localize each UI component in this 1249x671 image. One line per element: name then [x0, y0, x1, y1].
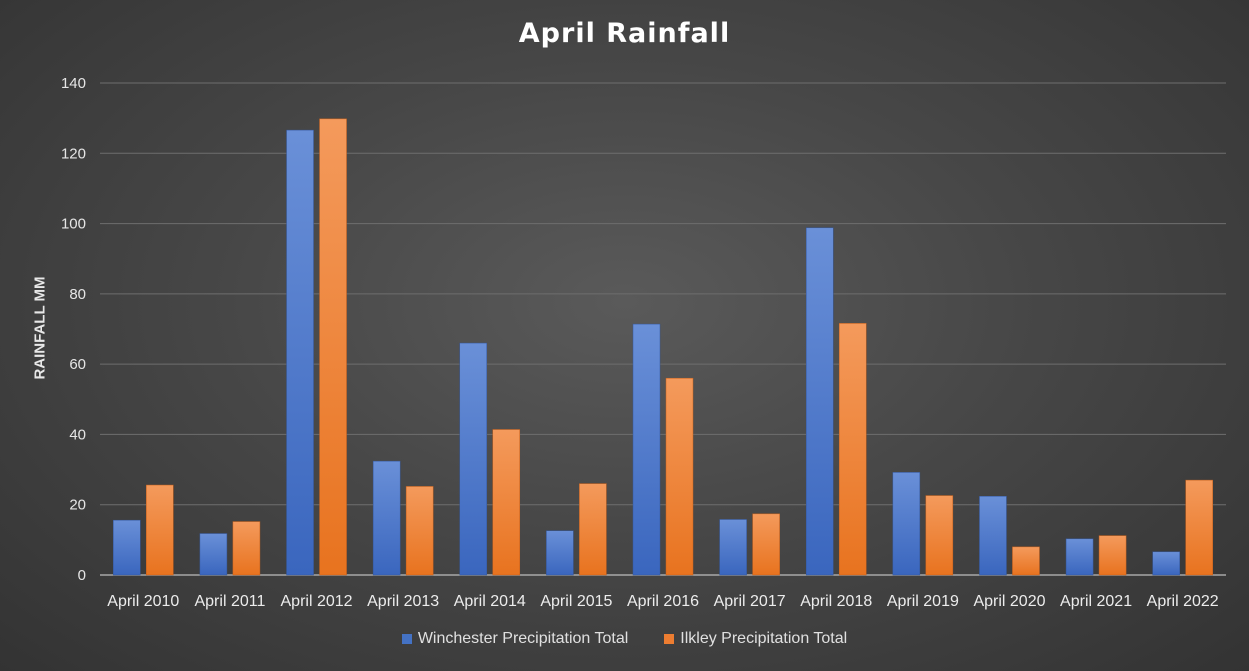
y-tick-label: 100: [61, 216, 86, 233]
bar-winchester: [459, 342, 488, 576]
bar-winchester: [113, 519, 141, 576]
bar-ilkley: [1185, 479, 1213, 576]
bar-ilkley: [492, 429, 521, 576]
bars: [113, 118, 1213, 576]
bar-winchester: [805, 227, 834, 576]
x-tick-label: April 2022: [1147, 593, 1219, 610]
chart-title: April Rainfall: [518, 18, 731, 49]
bar-ilkley: [665, 377, 694, 576]
bar-winchester: [372, 460, 401, 576]
x-tick-label: April 2020: [973, 593, 1045, 610]
bar-ilkley: [838, 323, 867, 576]
x-tick-label: April 2010: [107, 593, 179, 610]
legend-item-ilkley: Ilkley Precipitation Total: [664, 630, 847, 648]
x-axis-ticks: April 2010 April 2011 April 2012 April 2013…: [107, 593, 1219, 610]
x-tick-label: April 2021: [1060, 593, 1132, 610]
gridlines: [100, 82, 1226, 576]
x-tick-label: April 2016: [627, 593, 699, 610]
bar-winchester: [286, 129, 314, 576]
x-tick-label: April 2012: [281, 593, 353, 610]
bar-winchester: [719, 519, 747, 576]
x-tick-label: April 2014: [454, 593, 526, 610]
legend: Winchester Precipitation Total Ilkley Pr…: [0, 630, 1249, 648]
legend-swatch-winchester: [401, 634, 412, 644]
legend-label-winchester: Winchester Precipitation Total: [417, 630, 629, 647]
bar-ilkley: [405, 486, 434, 576]
x-tick-label: April 2013: [367, 593, 439, 610]
y-tick-label: 60: [69, 356, 86, 373]
bar-winchester: [979, 496, 1007, 576]
y-tick-label: 140: [61, 75, 86, 92]
bar-winchester: [546, 530, 574, 576]
y-tick-label: 20: [69, 497, 86, 514]
bar-winchester: [1152, 551, 1180, 576]
y-tick-label: 40: [69, 426, 86, 443]
bar-ilkley: [232, 521, 261, 576]
x-tick-label: April 2019: [887, 593, 959, 610]
y-tick-label: 0: [78, 567, 86, 584]
bar-ilkley: [579, 483, 607, 576]
bar-winchester: [199, 533, 228, 576]
legend-label-ilkley: Ilkley Precipitation Total: [680, 630, 848, 647]
bar-ilkley: [1098, 535, 1127, 576]
bar-ilkley: [319, 118, 347, 576]
x-tick-label: April 2018: [800, 593, 872, 610]
y-tick-label: 120: [61, 145, 86, 162]
legend-swatch-ilkley: [664, 634, 675, 644]
y-tick-label: 80: [69, 286, 86, 303]
bar-winchester: [1065, 538, 1094, 576]
bar-ilkley: [925, 495, 954, 576]
x-tick-label: April 2011: [194, 593, 265, 610]
x-tick-label: April 2015: [540, 593, 612, 610]
bar-winchester: [892, 472, 921, 576]
legend-item-winchester: Winchester Precipitation Total: [401, 630, 629, 648]
y-axis-label: RAINFALL MM: [31, 276, 49, 380]
x-tick-label: April 2017: [714, 593, 786, 610]
bar-winchester: [632, 323, 661, 576]
bar-ilkley: [146, 484, 174, 576]
bar-ilkley: [752, 513, 780, 576]
bar-ilkley: [1012, 546, 1040, 576]
y-axis-ticks: 0 20 40 60 80 100 120 140: [61, 75, 86, 584]
